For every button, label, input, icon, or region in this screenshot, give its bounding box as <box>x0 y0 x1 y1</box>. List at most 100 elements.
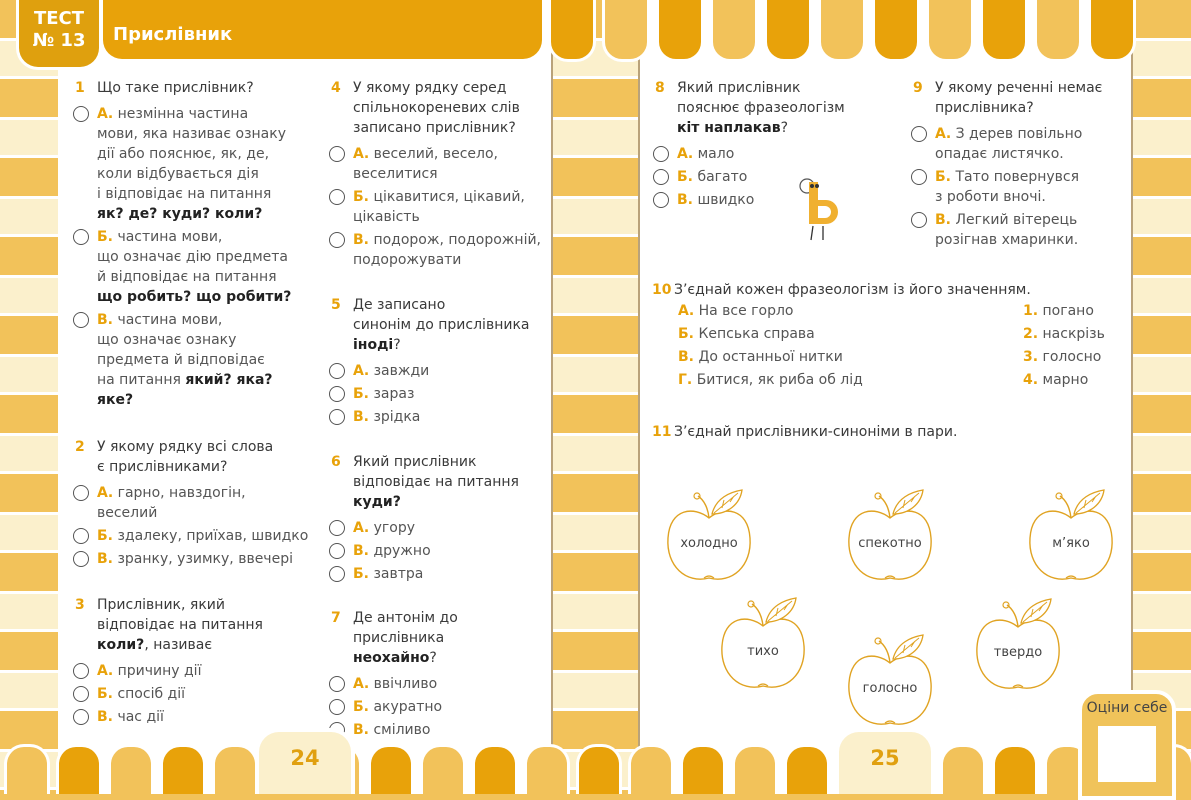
radio-circle-icon[interactable] <box>329 146 345 162</box>
match-letter: Б. <box>678 326 694 342</box>
text-line: В. час дії <box>97 707 315 727</box>
answer-option[interactable]: Б. частина мови, що означає дію предмета й… <box>73 227 315 307</box>
radio-circle-icon[interactable] <box>73 551 89 567</box>
text-segment: З’єднай кожен фразеологізм із його значе… <box>674 282 1031 298</box>
self-assessment-input[interactable] <box>1098 726 1156 782</box>
radio-circle-icon[interactable] <box>73 686 89 702</box>
option-letter: А. <box>97 663 114 679</box>
answer-option[interactable]: А. завжди <box>329 361 551 381</box>
answer-option[interactable]: В. дружно <box>329 541 551 561</box>
answer-option[interactable]: Б. здалеку, приїхав, швидко <box>73 526 315 546</box>
radio-circle-icon[interactable] <box>653 146 669 162</box>
radio-circle-icon[interactable] <box>73 709 89 725</box>
fence-column <box>4 744 50 794</box>
answer-option[interactable]: Б. завтра <box>329 564 551 584</box>
match-item-right[interactable]: 1. погано <box>1023 300 1105 323</box>
radio-circle-icon[interactable] <box>329 232 345 248</box>
radio-circle-icon[interactable] <box>73 312 89 328</box>
option-text: Б. багато <box>677 167 855 187</box>
text-segment: Де записано <box>353 297 446 313</box>
answer-option[interactable]: А. мало <box>653 144 855 164</box>
radio-circle-icon[interactable] <box>911 169 927 185</box>
answer-option[interactable]: Б. Тато повернувся з роботи вночі. <box>911 167 1123 207</box>
radio-circle-icon[interactable] <box>73 528 89 544</box>
question-7: 7 Де антонім до прислівника неохайно? А. вв… <box>329 608 551 740</box>
text-line: А. причину дії <box>97 661 315 681</box>
answer-option[interactable]: А. незмінна частина мови, яка називає озн… <box>73 104 315 224</box>
answer-option[interactable]: А. причину дії <box>73 661 315 681</box>
radio-circle-icon[interactable] <box>911 212 927 228</box>
fence-column <box>576 744 622 794</box>
text-segment: частина мови, <box>117 312 223 328</box>
answer-option[interactable]: А. З дерев повільно опадає листячко. <box>911 124 1123 164</box>
match-item-left[interactable]: А. На все горло <box>678 300 863 323</box>
text-line: Б. цікавитися, цікавий, <box>353 187 551 207</box>
match-item-right[interactable]: 3. голосно <box>1023 346 1105 369</box>
text-line: А. веселий, весело, <box>353 144 551 164</box>
radio-circle-icon[interactable] <box>329 566 345 582</box>
bottom-fence-decoration <box>0 744 1191 794</box>
match-item-right[interactable]: 4. марно <box>1023 369 1105 392</box>
question-text: 7 Де антонім до прислівника неохайно? <box>331 608 551 668</box>
text-segment: ? <box>429 650 437 666</box>
answer-option[interactable]: В. частина мови, що означає ознаку предмет… <box>73 310 315 410</box>
answer-option[interactable]: А. угору <box>329 518 551 538</box>
text-segment: У якому рядку серед <box>353 80 507 96</box>
option-letter: Б. <box>97 686 113 702</box>
text-segment: Який прислівник <box>353 454 477 470</box>
radio-circle-icon[interactable] <box>73 229 89 245</box>
option-letter: Б. <box>97 229 113 245</box>
text-line: Що таке прислівник? <box>97 78 315 98</box>
apple-word-card[interactable]: спекотно <box>845 488 935 584</box>
answer-option[interactable]: В. час дії <box>73 707 315 727</box>
answer-option[interactable]: А. гарно, навздогін, веселий <box>73 483 315 523</box>
radio-circle-icon[interactable] <box>329 386 345 402</box>
radio-circle-icon[interactable] <box>911 126 927 142</box>
radio-circle-icon[interactable] <box>73 485 89 501</box>
match-item-right[interactable]: 2. наскрізь <box>1023 323 1105 346</box>
apple-word-card[interactable]: холодно <box>664 488 754 584</box>
radio-circle-icon[interactable] <box>653 192 669 208</box>
match-item-left[interactable]: Г. Битися, як риба об лід <box>678 369 863 392</box>
answer-option[interactable]: В. зранку, узимку, ввечері <box>73 549 315 569</box>
text-segment: багато <box>697 169 748 185</box>
radio-circle-icon[interactable] <box>73 106 89 122</box>
self-assessment-box: Оціни себе <box>1078 690 1176 800</box>
radio-circle-icon[interactable] <box>329 409 345 425</box>
radio-circle-icon[interactable] <box>73 663 89 679</box>
question-text: 2 У якому рядку всі слова є прислівниками? <box>75 437 315 477</box>
answer-option[interactable]: Б. багато <box>653 167 855 187</box>
answer-option[interactable]: Б. спосіб дії <box>73 684 315 704</box>
answer-option[interactable]: В. швидко <box>653 190 855 210</box>
answer-option[interactable]: А. ввічливо <box>329 674 551 694</box>
text-line: неохайно? <box>353 648 551 668</box>
radio-circle-icon[interactable] <box>329 543 345 559</box>
top-column <box>764 0 812 62</box>
radio-circle-icon[interactable] <box>329 676 345 692</box>
radio-circle-icon[interactable] <box>329 363 345 379</box>
answer-option[interactable]: В. зрідка <box>329 407 551 427</box>
answer-option[interactable]: Б. акуратно <box>329 697 551 717</box>
text-segment: ? <box>780 120 789 136</box>
apple-word-card[interactable]: твердо <box>973 597 1063 693</box>
text-segment: що означає дію предмета <box>97 249 288 265</box>
radio-circle-icon[interactable] <box>329 189 345 205</box>
answer-option[interactable]: А. веселий, весело, веселитися <box>329 144 551 184</box>
apple-word-card[interactable]: м’яко <box>1026 488 1116 584</box>
match-item-left[interactable]: Б. Кепська справа <box>678 323 863 346</box>
answer-option[interactable]: Б. цікавитися, цікавий, цікавість <box>329 187 551 227</box>
spacer <box>913 118 1123 121</box>
spacer <box>75 655 315 658</box>
apple-word-card[interactable]: голосно <box>845 633 935 729</box>
apple-word-card[interactable]: тихо <box>718 596 808 692</box>
answer-option[interactable]: В. Легкий вітерець розігнав хмаринки. <box>911 210 1123 250</box>
answer-option[interactable]: Б. зараз <box>329 384 551 404</box>
answer-option[interactable]: В. подорож, подорожній, подорожувати <box>329 230 551 270</box>
match-item-left[interactable]: В. До останньої нитки <box>678 346 863 369</box>
radio-circle-icon[interactable] <box>653 169 669 185</box>
radio-circle-icon[interactable] <box>329 699 345 715</box>
answer-option[interactable]: В. сміливо <box>329 720 551 740</box>
radio-circle-icon[interactable] <box>329 520 345 536</box>
option-text: А. мало <box>677 144 855 164</box>
text-line: У якому рядку серед <box>353 78 551 98</box>
